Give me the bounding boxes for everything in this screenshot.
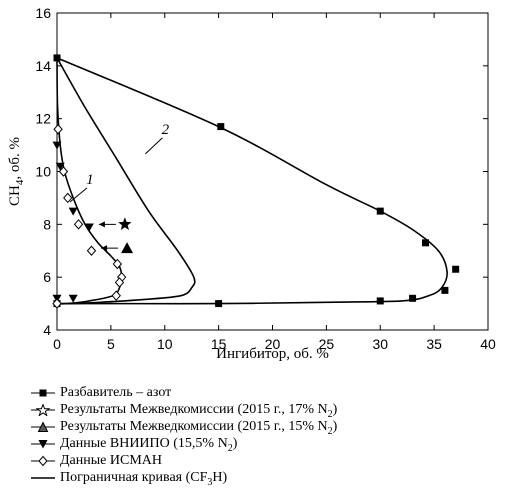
legend-label-main: Результаты Межведкомиссии (2015 г., 15% … xyxy=(60,418,328,434)
data-point-triangle-down xyxy=(68,294,78,303)
curve-label-leader xyxy=(145,137,163,155)
legend-label-sub: 3 xyxy=(207,476,213,488)
legend-entry: Пограничная кривая (CF3H) xyxy=(30,469,500,488)
y-axis-label-tail: , об. % xyxy=(7,137,23,180)
legend-label: Результаты Межведкомиссии (2015 г., 17% … xyxy=(60,401,338,420)
data-point-square xyxy=(452,265,460,273)
legend-line-marker xyxy=(31,476,55,479)
legend-entry: Данные ВНИИПО (15,5% N2) xyxy=(30,435,500,454)
legend-label: Пограничная кривая (CF3H) xyxy=(60,469,228,488)
data-point-square xyxy=(53,54,61,62)
legend-label-sub: 2 xyxy=(327,425,333,437)
legend-label: Результаты Межведкомиссии (2015 г., 15% … xyxy=(60,418,338,437)
y-tick-label: 14 xyxy=(35,58,51,74)
legend-entry: Данные ИСМАН xyxy=(30,452,500,469)
legend-entry: Результаты Межведкомиссии (2015 г., 15% … xyxy=(30,418,500,437)
arrow-head xyxy=(101,245,108,252)
x-tick-label: 15 xyxy=(211,336,227,352)
curve-number-label: 1 xyxy=(86,172,94,188)
data-point-triangle-down xyxy=(84,223,94,232)
legend-label: Разбавитель – азот xyxy=(60,385,172,400)
y-tick-label: 4 xyxy=(43,322,51,338)
legend-triangle-up-marker xyxy=(31,420,55,432)
data-point-diamond xyxy=(114,277,125,288)
curves xyxy=(56,57,448,305)
legend: Разбавитель – азот Результаты Межведкоми… xyxy=(30,384,500,488)
data-point-triangle-down xyxy=(55,162,65,171)
legend-label-tail: ) xyxy=(232,435,238,451)
data-point-triangle-down xyxy=(68,207,78,216)
data-point-diamond xyxy=(86,245,97,257)
y-axis-label: CH4, об. % xyxy=(7,137,26,206)
legend-label-tail: ) xyxy=(332,418,338,434)
x-tick-label: 10 xyxy=(157,336,173,352)
arrow-head xyxy=(98,221,105,228)
markers xyxy=(52,54,460,309)
y-tick-label: 8 xyxy=(43,216,51,232)
legend-star-marker xyxy=(31,403,55,416)
curve-3 xyxy=(56,57,448,305)
x-tick-label: 20 xyxy=(265,336,281,352)
data-point-square xyxy=(376,207,384,215)
legend-label: Данные ИСМАН xyxy=(60,453,162,468)
data-point-diamond xyxy=(53,123,63,135)
data-point-diamond xyxy=(111,290,121,301)
data-point-square xyxy=(217,123,225,131)
data-point-square xyxy=(441,286,449,294)
data-point-diamond xyxy=(73,219,84,230)
x-tick-label: 40 xyxy=(480,336,496,352)
y-tick-label: 6 xyxy=(43,269,51,285)
x-tick-label: 30 xyxy=(372,336,388,352)
data-point-square xyxy=(215,300,223,308)
x-tick-label: 5 xyxy=(107,336,115,352)
x-tick-label: 0 xyxy=(53,336,61,352)
data-point-diamond xyxy=(58,166,69,177)
y-axis-label-sub: 4 xyxy=(14,179,26,185)
legend-label: Данные ВНИИПО (15,5% N2) xyxy=(60,435,238,454)
y-tick-label: 10 xyxy=(35,164,51,180)
legend-diamond-marker xyxy=(31,455,55,466)
curve-2 xyxy=(56,57,196,305)
legend-entry: Разбавитель – азот xyxy=(30,384,500,401)
labels: 12 xyxy=(69,122,170,203)
data-point-square xyxy=(376,297,384,305)
data-point-square xyxy=(409,294,417,302)
legend-label-tail: H) xyxy=(212,469,228,485)
legend-label-sub: 2 xyxy=(227,442,233,454)
data-point-square xyxy=(422,239,430,247)
legend-triangle-down-marker xyxy=(31,439,55,448)
legend-label-main: Пограничная кривая (CF xyxy=(60,469,208,485)
curve-1 xyxy=(56,57,123,305)
legend-label-main: Результаты Межведкомиссии (2015 г., 17% … xyxy=(60,401,328,417)
curve-number-label: 2 xyxy=(162,122,170,138)
x-axis-label: Ингибитор, об. % xyxy=(216,346,329,362)
data-point-triangle-down xyxy=(52,141,62,150)
y-tick-label: 16 xyxy=(35,5,51,21)
data-point-star xyxy=(118,217,132,230)
legend-label-sub: 2 xyxy=(327,408,333,420)
y-tick-label: 12 xyxy=(35,111,51,127)
legend-label-main: Данные ВНИИПО (15,5% N xyxy=(60,435,228,451)
data-point-diamond xyxy=(112,258,123,270)
data-point-diamond xyxy=(52,298,62,309)
curve-label-leader xyxy=(69,187,88,203)
y-axis-label-main: CH xyxy=(7,185,23,206)
x-tick-label: 25 xyxy=(319,336,335,352)
x-tick-label: 35 xyxy=(426,336,442,352)
data-point-diamond xyxy=(63,192,73,204)
legend-square-marker xyxy=(31,389,55,396)
legend-label-tail: ) xyxy=(332,401,338,417)
data-point-triangle-up xyxy=(121,242,134,254)
legend-entry: Результаты Межведкомиссии (2015 г., 17% … xyxy=(30,401,500,420)
